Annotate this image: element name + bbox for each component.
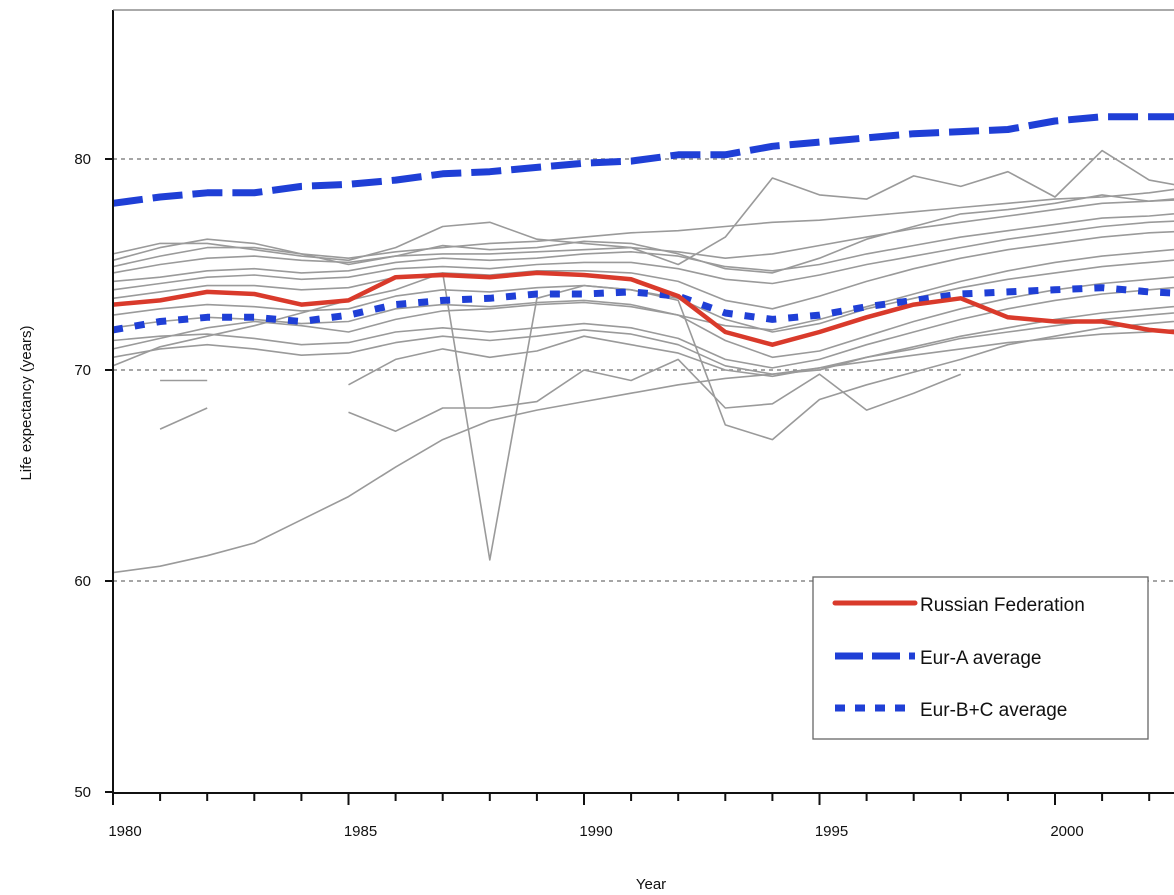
- x-axis-title: Year: [636, 876, 666, 893]
- y-tick-label-50: 50: [74, 784, 91, 801]
- series-russian-federation: [112, 270, 1174, 347]
- legend-label-eur-a-average: Eur-A average: [920, 648, 1041, 669]
- country-line-4: [112, 149, 1174, 266]
- y-tick-label-60: 60: [74, 573, 91, 590]
- x-tick-label-1990: 1990: [579, 823, 612, 840]
- country-line-10: [112, 259, 1174, 333]
- series-eur-a-average: [112, 113, 1174, 207]
- legend-label-russian-federation: Russian Federation: [920, 595, 1085, 616]
- country-line-15: [112, 248, 1174, 350]
- country-line-3: [112, 272, 1174, 561]
- country-lines: [112, 149, 1174, 574]
- x-tick-label-1980: 1980: [108, 823, 141, 840]
- y-axis-title: Life expectancy (years): [18, 325, 35, 480]
- series-eur-bc-average: [112, 284, 1174, 334]
- country-line-13: [112, 305, 1174, 376]
- x-tick-label-1985: 1985: [344, 823, 377, 840]
- country-line-5: [112, 188, 1174, 268]
- legend: Russian Federation Eur-A average Eur-B+C…: [812, 576, 1149, 740]
- country-line-12: [112, 286, 1174, 369]
- country-line-7: [112, 212, 1174, 283]
- legend-label-eur-bc-average: Eur-B+C average: [920, 700, 1067, 721]
- country-line-8: [112, 220, 1174, 291]
- gridlines: [113, 158, 1174, 582]
- axes: [105, 9, 1174, 805]
- y-tick-label-80: 80: [74, 151, 91, 168]
- x-tick-label-1995: 1995: [815, 823, 848, 840]
- country-line-6: [112, 198, 1174, 274]
- country-line-2: [348, 358, 962, 433]
- country-line-17: [159, 407, 208, 430]
- country-line-14: [112, 194, 1174, 274]
- country-line-1: [112, 328, 1174, 574]
- y-tick-label-70: 70: [74, 362, 91, 379]
- tick-labels: 1980 1985 1990 1995 2000 50 60 70 80: [74, 151, 1083, 840]
- x-tick-label-2000: 2000: [1050, 823, 1083, 840]
- highlight-series: [112, 113, 1174, 347]
- country-line-9: [112, 230, 1174, 310]
- country-line-16: [348, 312, 1174, 386]
